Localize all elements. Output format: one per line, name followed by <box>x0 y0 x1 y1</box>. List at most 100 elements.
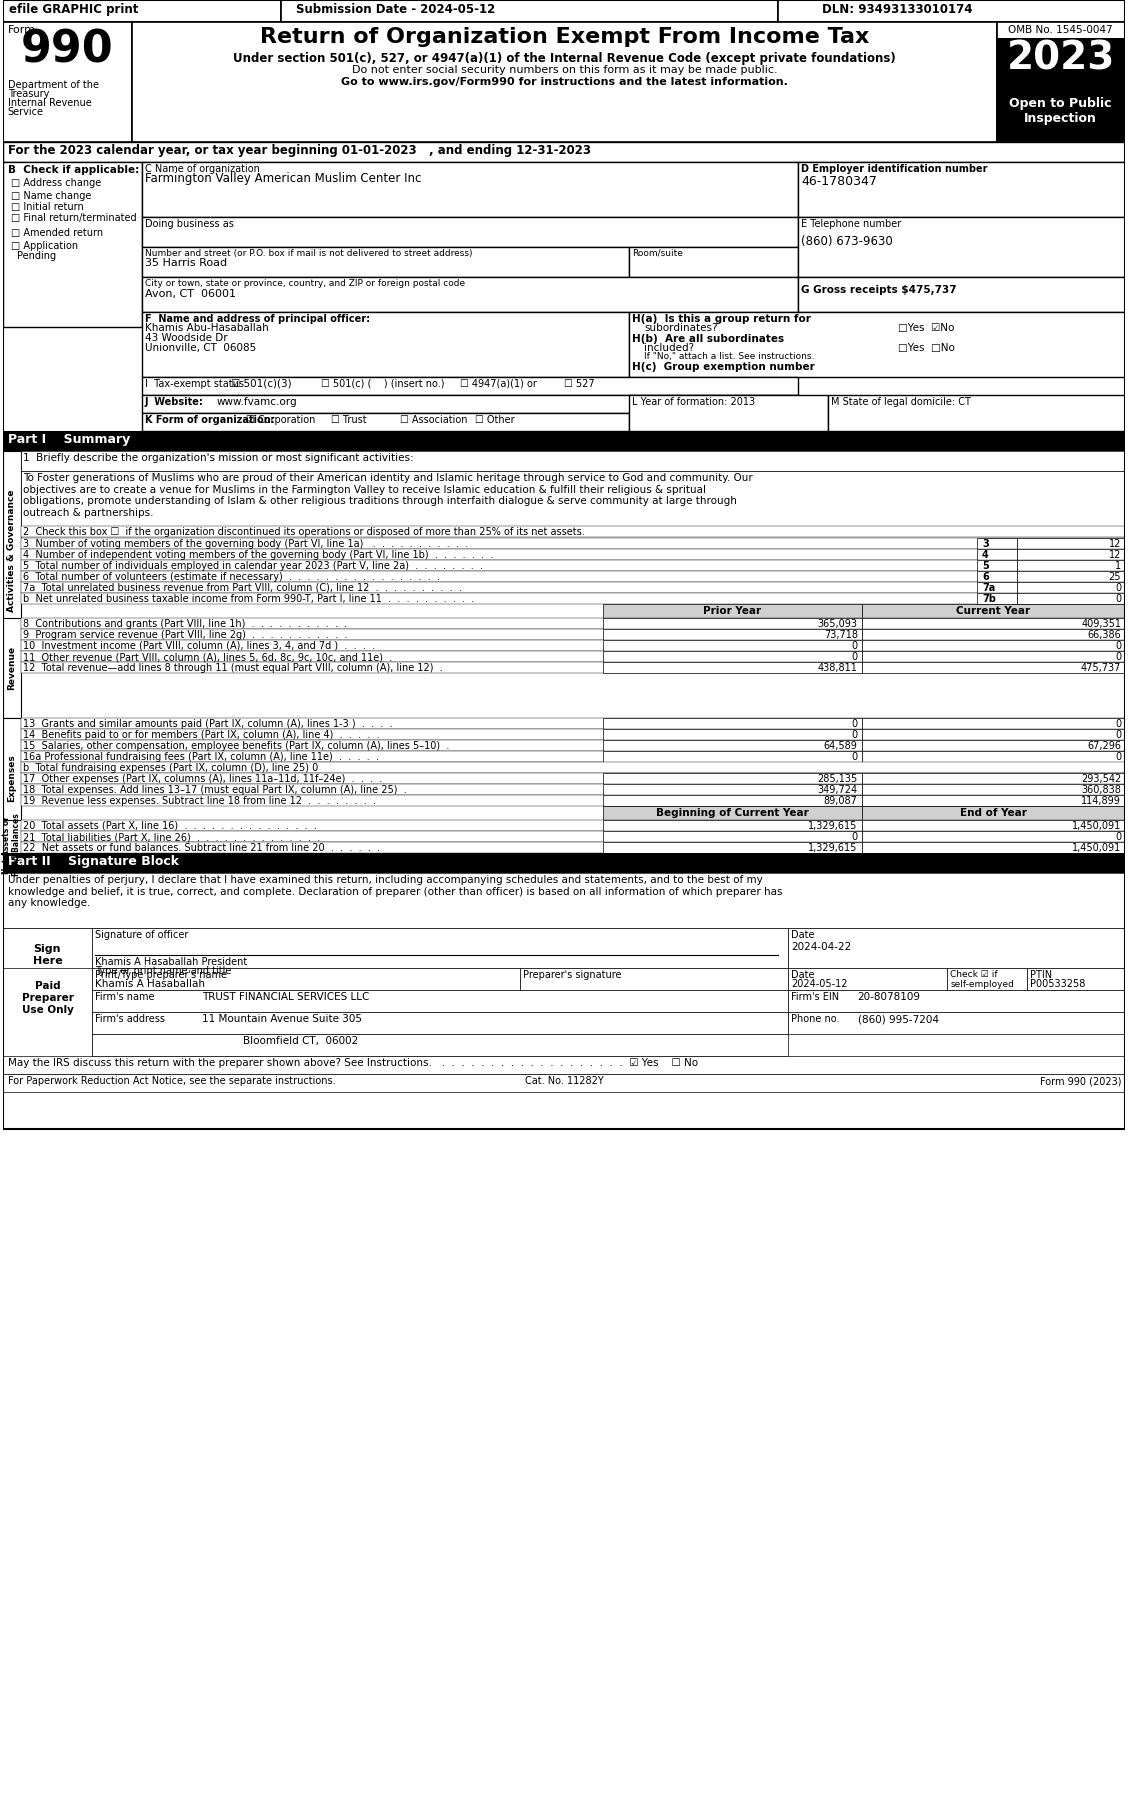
Bar <box>20 842 1126 853</box>
Text: H(b)  Are all subordinates: H(b) Are all subordinates <box>632 335 785 344</box>
Bar <box>861 662 1126 673</box>
Text: Treasury: Treasury <box>8 89 49 98</box>
Text: 18  Total expenses. Add lines 13–17 (must equal Part IX, column (A), line 25)  .: 18 Total expenses. Add lines 13–17 (must… <box>23 786 406 795</box>
Bar <box>519 968 788 990</box>
Bar <box>788 968 947 990</box>
Bar <box>603 719 861 729</box>
Text: 2  Check this box ☐  if the organization discontinued its operations or disposed: 2 Check this box ☐ if the organization d… <box>23 528 585 537</box>
Text: End of Year: End of Year <box>960 808 1026 819</box>
Bar <box>20 451 1126 471</box>
Text: 3  Number of voting members of the governing body (Part VI, line 1a)   .  .  .  : 3 Number of voting members of the govern… <box>23 538 467 549</box>
Text: Doing business as: Doing business as <box>145 218 234 229</box>
Text: ☑ 501(c)(3): ☑ 501(c)(3) <box>231 378 292 389</box>
Text: For the 2023 calendar year, or tax year beginning 01-01-2023   , and ending 12-3: For the 2023 calendar year, or tax year … <box>8 144 590 156</box>
Text: Expenses: Expenses <box>7 755 16 802</box>
Text: Firm's name: Firm's name <box>95 991 155 1002</box>
Bar <box>603 729 861 740</box>
Bar <box>142 276 798 313</box>
Text: Prior Year: Prior Year <box>703 606 762 617</box>
Text: 14  Benefits paid to or for members (Part IX, column (A), line 4)  .  .  .  .  .: 14 Benefits paid to or for members (Part… <box>23 729 379 740</box>
Text: 9  Program service revenue (Part VIII, line 2g)  .  .  .  .  .  .  .  .  .  .  .: 9 Program service revenue (Part VIII, li… <box>23 629 348 640</box>
Text: 990: 990 <box>20 29 113 73</box>
Text: DLN: 93493133010174: DLN: 93493133010174 <box>822 4 973 16</box>
Text: Go to www.irs.gov/Form990 for instructions and the latest information.: Go to www.irs.gov/Form990 for instructio… <box>341 76 788 87</box>
Bar <box>2 22 132 142</box>
Text: PTIN: PTIN <box>1030 970 1052 980</box>
Bar <box>93 968 519 990</box>
Text: 1,329,615: 1,329,615 <box>808 842 858 853</box>
Bar <box>977 582 1017 593</box>
Text: 73,718: 73,718 <box>824 629 858 640</box>
Bar <box>798 276 1126 313</box>
Text: Cat. No. 11282Y: Cat. No. 11282Y <box>525 1077 604 1086</box>
Bar <box>2 968 93 1059</box>
Bar <box>20 640 1126 651</box>
Bar <box>20 751 1126 762</box>
Text: Avon, CT  06001: Avon, CT 06001 <box>145 289 236 298</box>
Bar <box>1026 968 1126 990</box>
Text: C Name of organization: C Name of organization <box>145 164 260 175</box>
Bar <box>861 806 1126 820</box>
Bar <box>603 820 861 831</box>
Text: 0: 0 <box>851 719 858 729</box>
Text: 21  Total liabilities (Part X, line 26)  .  .  .  .  .  .  .  .  .  .  .  .  .  : 21 Total liabilities (Part X, line 26) .… <box>23 831 320 842</box>
Text: ☑ Corporation: ☑ Corporation <box>246 415 316 426</box>
Bar <box>603 784 861 795</box>
Text: May the IRS discuss this return with the preparer shown above? See Instructions.: May the IRS discuss this return with the… <box>8 1059 698 1068</box>
Bar <box>603 795 861 806</box>
Bar <box>2 853 1126 873</box>
Bar <box>93 990 788 1011</box>
Text: Date: Date <box>791 970 815 980</box>
Text: 16a Professional fundraising fees (Part IX, column (A), line 11e)  .  .  .  .  .: 16a Professional fundraising fees (Part … <box>23 751 378 762</box>
Text: ☐ 501(c) (    ) (insert no.): ☐ 501(c) ( ) (insert no.) <box>321 378 445 389</box>
Bar <box>142 413 629 431</box>
Bar <box>778 0 1126 22</box>
Text: 1,450,091: 1,450,091 <box>1071 820 1121 831</box>
Text: 6: 6 <box>982 571 989 582</box>
Bar <box>20 662 1126 673</box>
Text: 7a  Total unrelated business revenue from Part VIII, column (C), line 12  .  .  : 7a Total unrelated business revenue from… <box>23 584 462 593</box>
Text: b  Total fundraising expenses (Part IX, column (D), line 25) 0: b Total fundraising expenses (Part IX, c… <box>23 762 318 773</box>
Text: 0: 0 <box>851 729 858 740</box>
Text: Unionville, CT  06085: Unionville, CT 06085 <box>145 344 256 353</box>
Text: 114,899: 114,899 <box>1082 797 1121 806</box>
Text: 438,811: 438,811 <box>817 662 858 673</box>
Text: ☐ 527: ☐ 527 <box>564 378 595 389</box>
Bar <box>861 604 1126 618</box>
Bar <box>20 629 1126 640</box>
Bar <box>861 773 1126 784</box>
Bar <box>861 784 1126 795</box>
Bar <box>861 651 1126 662</box>
Text: □ Address change: □ Address change <box>10 178 100 187</box>
Text: Farmington Valley American Muslim Center Inc: Farmington Valley American Muslim Center… <box>145 173 421 186</box>
Bar <box>788 1011 1126 1033</box>
Bar <box>20 560 1126 571</box>
Bar <box>142 395 798 413</box>
Bar <box>20 526 1126 537</box>
Text: 6  Total number of volunteers (estimate if necessary)  .  .  .  .  .  .  .  .  .: 6 Total number of volunteers (estimate i… <box>23 571 439 582</box>
Text: H(c)  Group exemption number: H(c) Group exemption number <box>632 362 815 373</box>
Text: Sign
Here: Sign Here <box>33 944 62 966</box>
Bar <box>1017 549 1126 560</box>
Text: F  Name and address of principal officer:: F Name and address of principal officer: <box>145 315 370 324</box>
Bar <box>1017 582 1126 593</box>
Text: 25: 25 <box>1109 571 1121 582</box>
Text: To Foster generations of Muslims who are proud of their American identity and Is: To Foster generations of Muslims who are… <box>23 473 752 518</box>
Bar <box>2 719 20 839</box>
Text: Net Assets or
Fund Balances: Net Assets or Fund Balances <box>2 813 21 877</box>
Text: 4: 4 <box>982 549 989 560</box>
Text: 475,737: 475,737 <box>1080 662 1121 673</box>
Text: G Gross receipts $475,737: G Gross receipts $475,737 <box>802 286 956 295</box>
Text: 12: 12 <box>1109 538 1121 549</box>
Text: 20  Total assets (Part X, line 16)  .  .  .  .  .  .  .  .  .  .  .  .  .  .  .: 20 Total assets (Part X, line 16) . . . … <box>23 820 316 831</box>
Text: 64,589: 64,589 <box>824 740 858 751</box>
Bar <box>603 806 861 820</box>
Text: Date: Date <box>791 930 815 940</box>
Text: (860) 673-9630: (860) 673-9630 <box>802 235 893 247</box>
Text: Activities & Governance: Activities & Governance <box>7 489 16 613</box>
Bar <box>603 831 861 842</box>
Text: Internal Revenue: Internal Revenue <box>8 98 91 107</box>
Text: 293,542: 293,542 <box>1080 775 1121 784</box>
Bar <box>20 762 1126 773</box>
Text: 89,087: 89,087 <box>824 797 858 806</box>
